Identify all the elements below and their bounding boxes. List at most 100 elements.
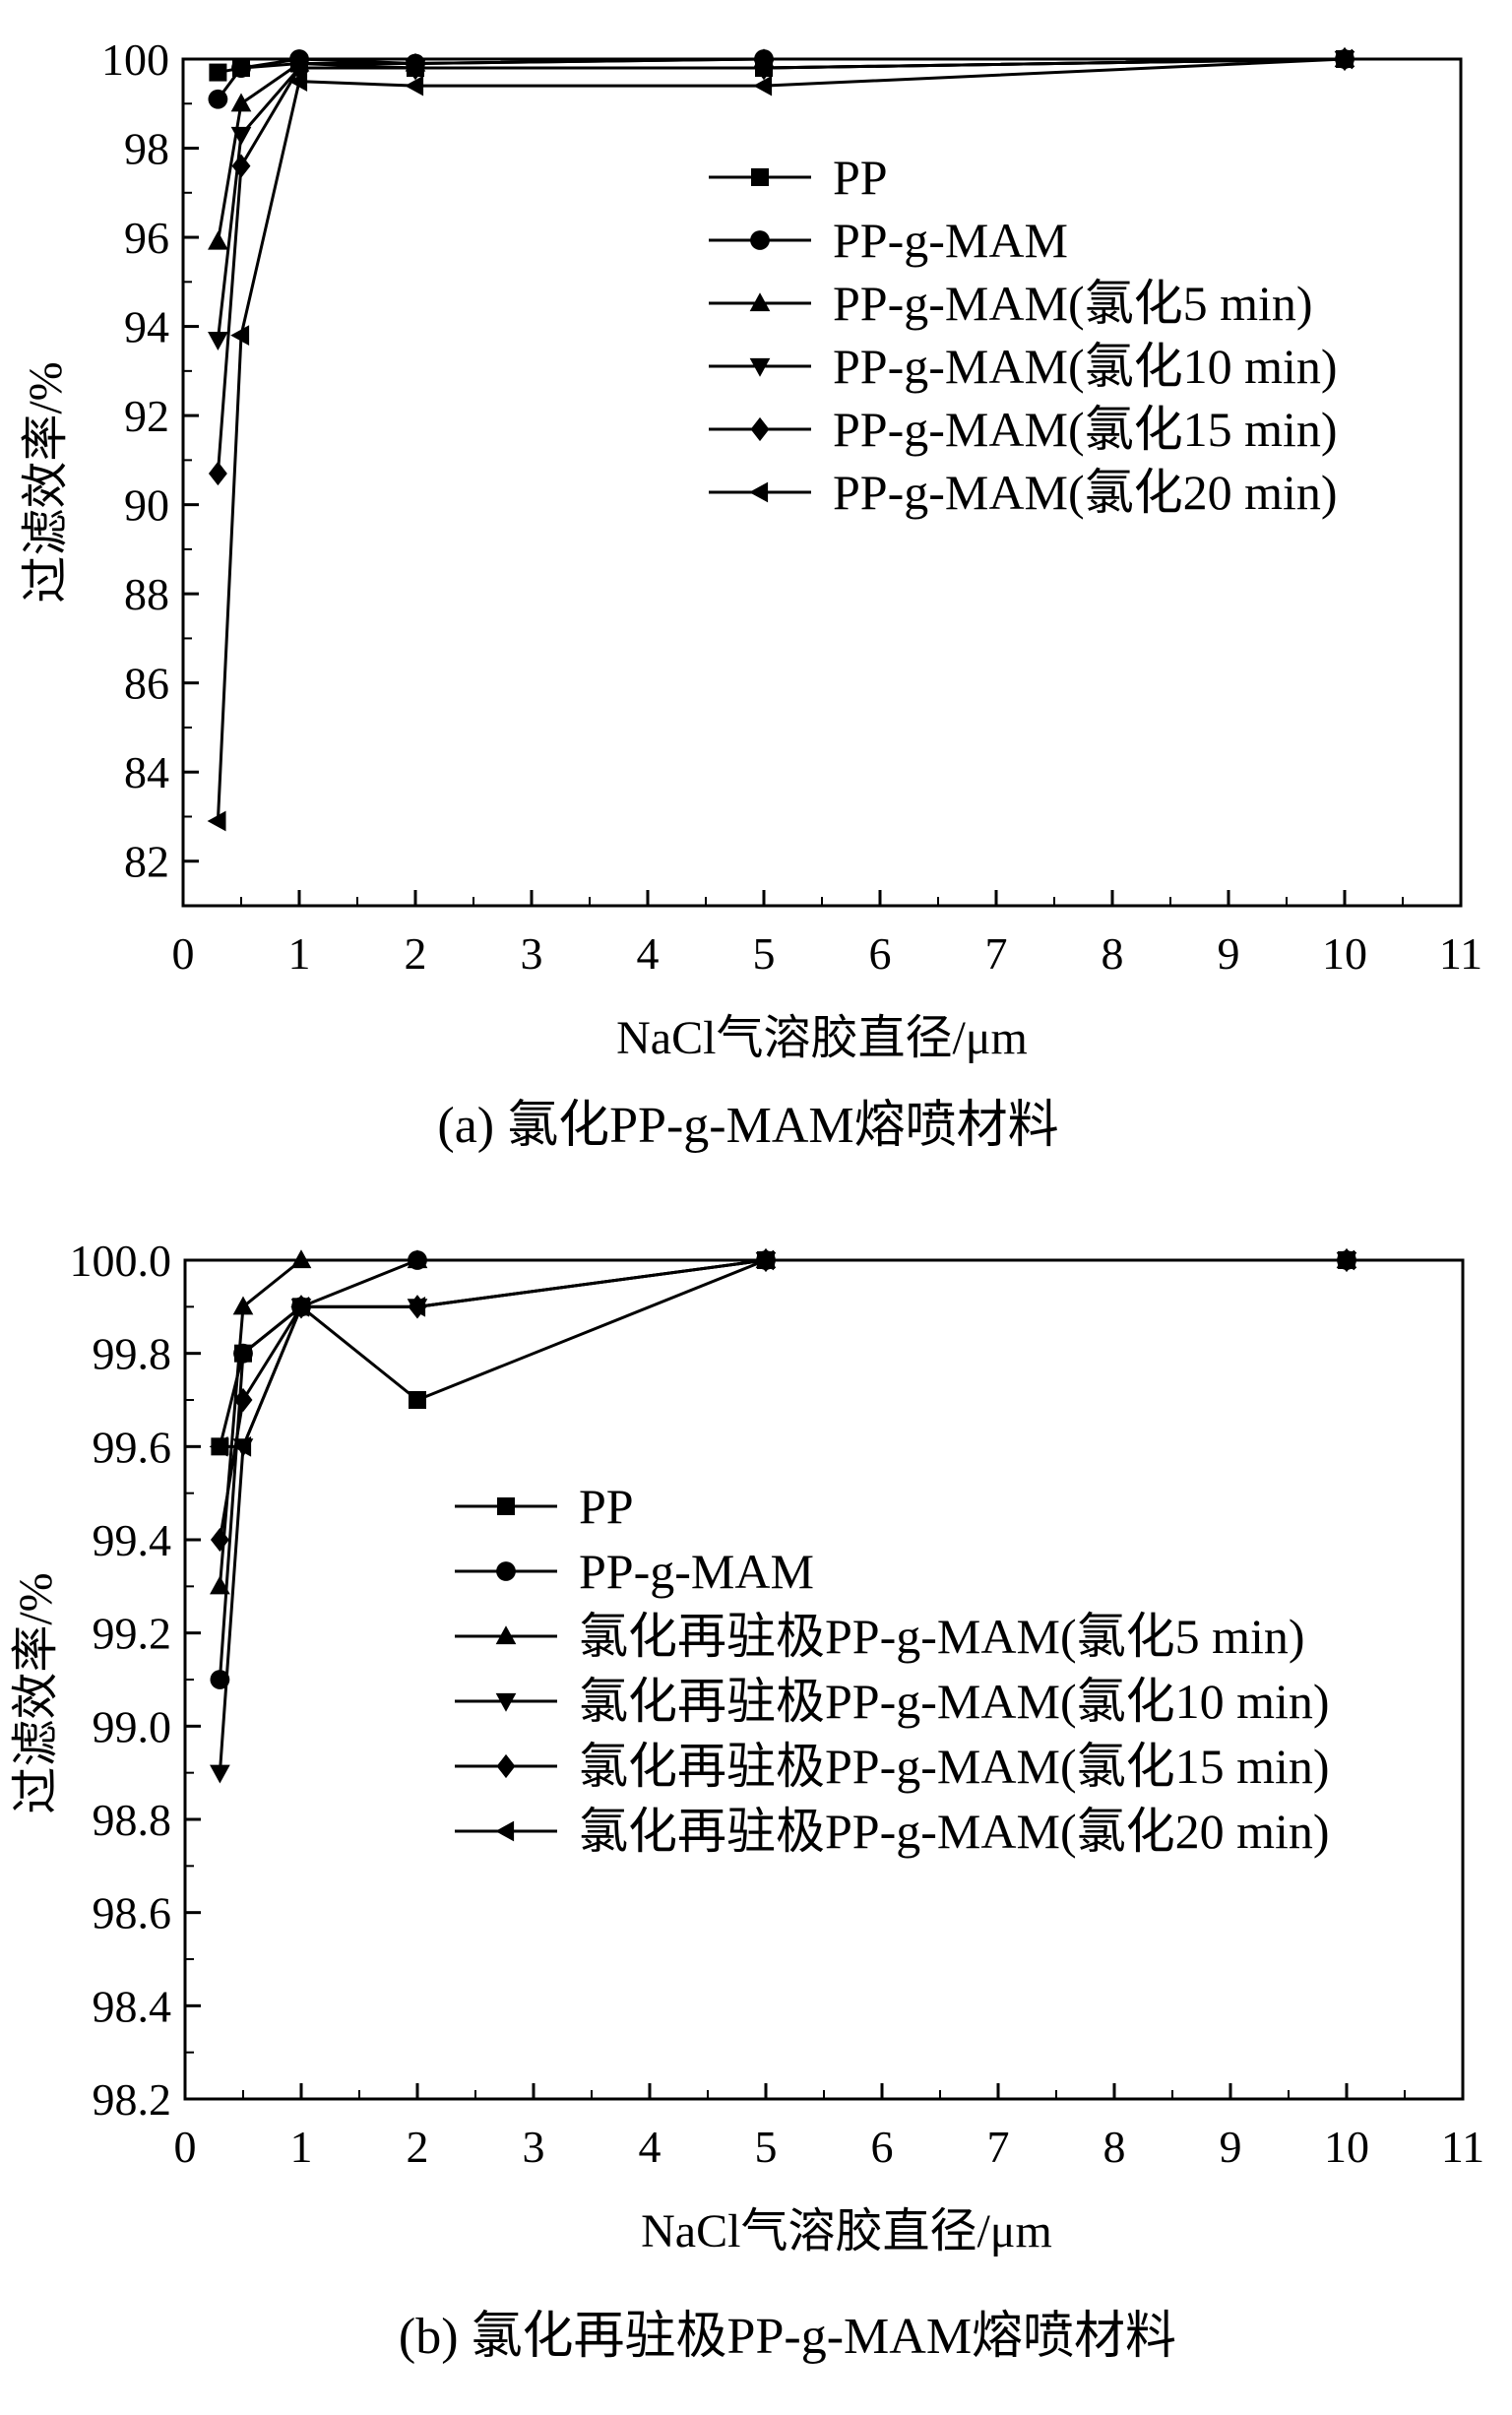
chart-panel-b: 0 1 2 3 4 5 6 7 8 9 10 11 98.2 98.4 98.6 98.8 99.0 99.2 99… <box>10 1236 1484 2365</box>
x-axis-label: NaCl气溶胶直径/μm <box>616 1012 1028 1064</box>
y-tick-label: 98.6 <box>93 1888 172 1938</box>
data-point <box>208 230 228 250</box>
data-point <box>288 71 308 92</box>
x-tick-label: 11 <box>1441 2122 1484 2172</box>
x-tick-label: 3 <box>521 928 543 979</box>
series-line <box>218 1258 1347 1541</box>
data-point <box>230 325 250 346</box>
legend-label: PP-g-MAM(氯化10 min) <box>833 339 1338 394</box>
legend-label: 氯化再驻极PP-g-MAM(氯化15 min) <box>579 1739 1330 1794</box>
legend-label: 氯化再驻极PP-g-MAM(氯化10 min) <box>579 1674 1330 1729</box>
x-tick-label: 1 <box>290 2122 313 2172</box>
legend-label: PP <box>579 1479 634 1534</box>
x-tick-label: 5 <box>755 2122 778 2172</box>
x-tick-label: 7 <box>987 2122 1010 2172</box>
legend-label: 氯化再驻极PP-g-MAM(氯化20 min) <box>579 1804 1330 1859</box>
data-point <box>208 332 228 350</box>
y-tick-label: 100.0 <box>70 1236 172 1286</box>
data-point <box>233 1343 253 1364</box>
legend-label: PP-g-MAM(氯化15 min) <box>833 402 1338 457</box>
legend-marker <box>749 292 771 312</box>
y-tick-label: 86 <box>124 659 169 709</box>
x-tick-label: 8 <box>1103 2122 1126 2172</box>
y-tick-label: 84 <box>124 747 169 797</box>
series-layer <box>207 46 1355 832</box>
y-tick-label: 99.0 <box>93 1701 172 1751</box>
y-axis-label: 过滤效率/% <box>10 1572 62 1813</box>
y-axis-label: 过滤效率/% <box>20 361 72 603</box>
series-line <box>220 1258 1347 1448</box>
data-point <box>405 75 424 96</box>
data-point <box>230 93 252 112</box>
x-tick-label: 2 <box>407 2122 429 2172</box>
x-tick-label: 9 <box>1220 2122 1242 2172</box>
axis-ticks: 0 1 2 3 4 5 6 7 8 9 10 11 82 84 86 88 90 92 94 96 98 100 <box>101 34 1482 979</box>
data-point <box>210 1527 229 1553</box>
x-tick-label: 9 <box>1218 928 1240 979</box>
x-tick-label: 1 <box>288 928 311 979</box>
data-point <box>407 1249 428 1269</box>
y-tick-label: 88 <box>124 569 169 619</box>
series-layer <box>209 1247 1357 1784</box>
data-point <box>210 1764 230 1784</box>
legend-marker <box>750 416 770 442</box>
data-point <box>755 1249 775 1271</box>
data-point <box>209 63 227 82</box>
x-tick-label: 7 <box>985 928 1008 979</box>
y-tick-label: 82 <box>124 837 169 887</box>
x-tick-label: 3 <box>523 2122 545 2172</box>
chart-caption: (a) 氯化PP-g-MAM熔喷材料 <box>437 1098 1058 1154</box>
legend-marker <box>749 481 769 503</box>
legend-marker <box>495 1692 517 1712</box>
data-point <box>290 1296 310 1317</box>
x-tick-label: 0 <box>174 2122 197 2172</box>
data-point <box>753 75 773 96</box>
legend-marker <box>495 1820 515 1842</box>
chart-caption: (b) 氯化再驻极PP-g-MAM熔喷材料 <box>399 2309 1176 2365</box>
legend-marker <box>496 1753 516 1779</box>
y-tick-label: 99.2 <box>93 1609 172 1659</box>
y-tick-label: 98.2 <box>93 2074 172 2125</box>
series-line <box>216 57 1346 822</box>
legend-label: 氯化再驻极PP-g-MAM(氯化5 min) <box>579 1609 1305 1664</box>
data-point <box>233 1387 253 1413</box>
x-tick-label: 10 <box>1322 928 1367 979</box>
series-line <box>216 57 1345 242</box>
y-tick-label: 94 <box>124 302 169 352</box>
data-point <box>232 1296 254 1315</box>
legend-label: PP <box>833 150 888 205</box>
legend-marker <box>751 168 769 186</box>
data-point <box>407 1296 426 1317</box>
y-tick-label: 99.8 <box>93 1329 172 1379</box>
series-line <box>218 1258 1347 1587</box>
x-tick-label: 5 <box>753 928 776 979</box>
x-tick-label: 4 <box>639 2122 662 2172</box>
x-axis-label: NaCl气溶胶直径/μm <box>641 2205 1052 2257</box>
data-point <box>231 154 251 178</box>
legend-label: PP-g-MAM <box>833 213 1068 268</box>
legend-marker <box>750 230 770 250</box>
y-tick-label: 90 <box>124 480 169 531</box>
data-point <box>406 55 425 81</box>
data-point <box>232 1435 252 1457</box>
series-line <box>217 57 1345 100</box>
data-point <box>1334 48 1354 70</box>
data-point <box>409 1391 426 1409</box>
series-line <box>216 57 1346 475</box>
data-point <box>230 126 252 146</box>
axis-ticks: 0 1 2 3 4 5 6 7 8 9 10 11 98.2 98.4 98.6 98.8 99.0 99.2 99… <box>70 1236 1485 2172</box>
y-tick-label: 99.6 <box>93 1422 172 1472</box>
y-tick-label: 96 <box>124 213 169 263</box>
x-tick-label: 10 <box>1324 2122 1369 2172</box>
y-tick-label: 98.4 <box>93 1981 172 2031</box>
data-point <box>209 1435 228 1457</box>
legend-label: PP-g-MAM <box>579 1544 814 1599</box>
y-tick-label: 98.8 <box>93 1795 172 1845</box>
data-point <box>210 1575 230 1595</box>
data-point <box>208 461 227 486</box>
data-point <box>208 89 228 109</box>
x-tick-label: 0 <box>172 928 195 979</box>
